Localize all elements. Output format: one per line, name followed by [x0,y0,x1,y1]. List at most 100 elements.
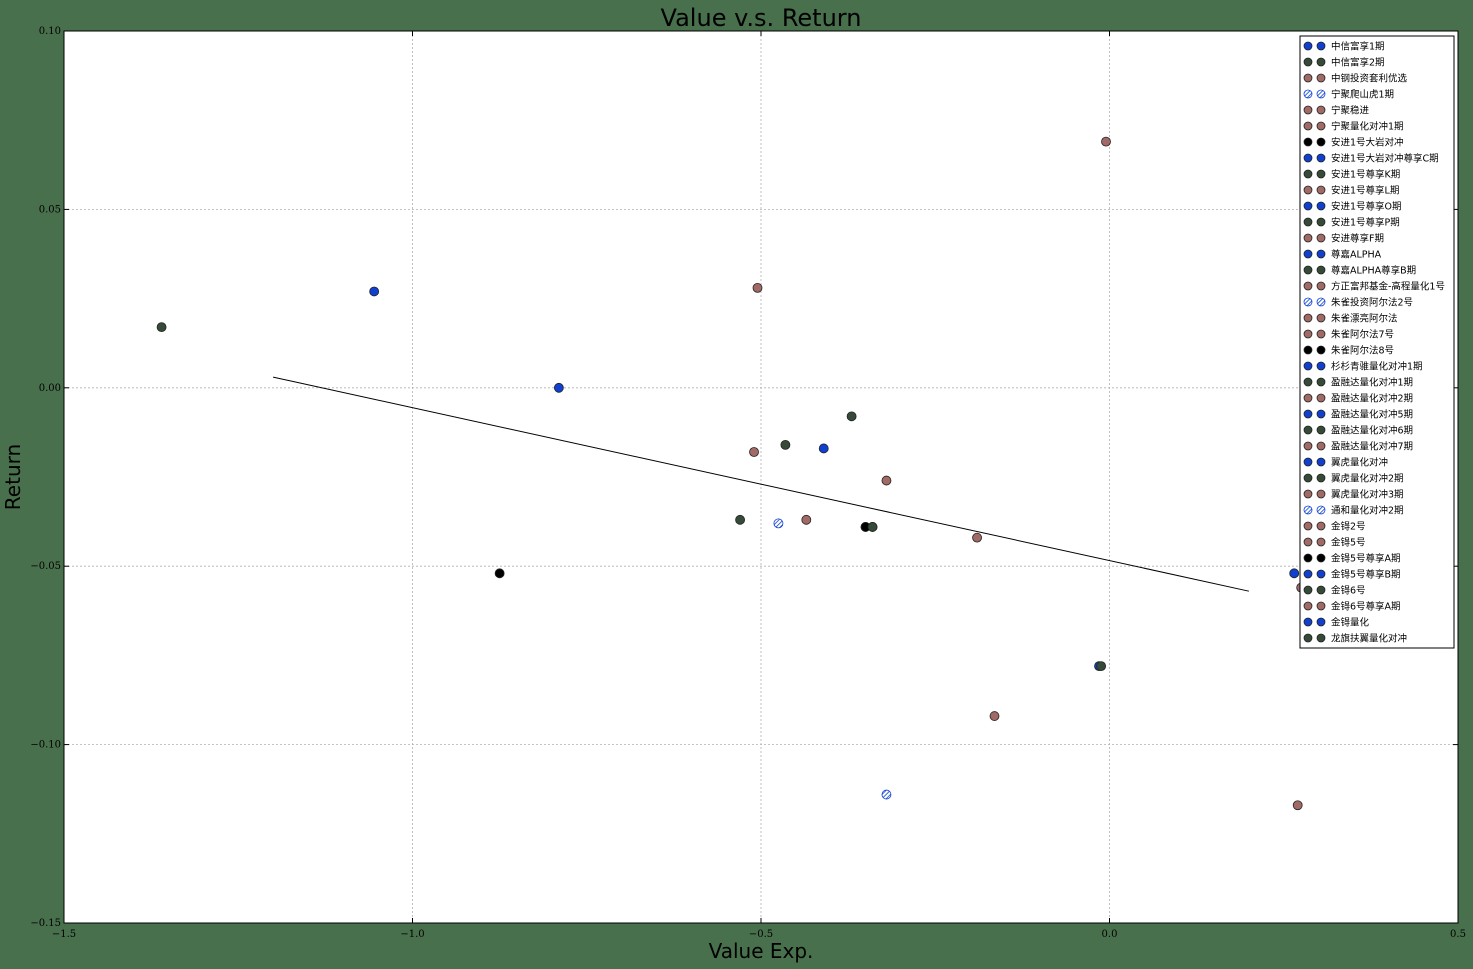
legend-marker [1303,89,1313,99]
legend-marker [1303,185,1313,195]
legend-label: 安进1号尊享K期 [1331,169,1400,181]
y-tick-label: −0.05 [30,561,61,572]
data-point [1101,136,1111,147]
y-tick-label: 0.10 [39,26,61,37]
legend-marker [1316,105,1326,115]
legend-marker [1303,201,1313,211]
legend-marker [1303,73,1313,83]
legend-marker [1316,313,1326,323]
data-point [989,711,1000,721]
legend-marker [1316,537,1326,547]
legend-marker [1316,473,1326,483]
y-tick-label: −0.10 [30,740,61,751]
legend: 中信富享1期中信富享2期中钢投资套利优选宁聚爬山虎1期宁聚稳进宁聚量化对冲1期安… [1299,35,1455,649]
x-tick-label: 0.0 [1102,929,1118,940]
legend-label: 龙旗扶翼量化对冲 [1331,633,1407,645]
legend-label: 翼虎量化对冲3期 [1331,489,1404,501]
legend-box [1299,35,1455,649]
legend-marker [1303,601,1313,611]
data-point [156,322,167,333]
data-points [156,136,1307,811]
legend-label: 安进1号大岩对冲 [1331,137,1404,149]
legend-marker [1303,233,1313,243]
legend-label: 盈融达量化对冲1期 [1331,377,1413,389]
legend-marker [1303,153,1313,163]
legend-marker [1316,409,1326,419]
legend-label: 朱雀漂亮阿尔法 [1331,313,1398,325]
legend-marker [1316,521,1326,531]
legend-label: 盈融达量化对冲2期 [1331,393,1413,405]
legend-label: 金锝量化 [1331,617,1370,629]
legend-marker [1303,425,1313,435]
chart-title: Value v.s. Return [661,4,862,32]
legend-marker [1316,41,1326,51]
legend-marker [1303,585,1313,595]
y-tick-label: −0.15 [30,918,61,929]
legend-marker [1303,569,1313,579]
legend-label: 宁聚量化对冲1期 [1331,121,1404,133]
legend-label: 方正富邦基金-高程量化1号 [1331,281,1445,293]
regression-line-group [272,376,1250,592]
legend-label: 中信富享1期 [1331,41,1385,53]
legend-marker [1316,169,1326,179]
legend-label: 中钢投资套利优选 [1331,73,1408,85]
legend-marker [1316,553,1326,563]
legend-marker [1303,377,1313,387]
legend-marker [1303,105,1313,115]
legend-marker [1303,281,1313,291]
legend-marker [1303,41,1313,51]
legend-label: 安进1号尊享P期 [1331,217,1400,229]
legend-marker [1316,329,1326,339]
legend-marker [1303,249,1313,259]
legend-marker [1316,153,1326,163]
legend-marker [1316,185,1326,195]
legend-marker [1316,617,1326,627]
data-point [881,475,892,486]
legend-label: 朱雀投资阿尔法2号 [1331,297,1413,309]
legend-label: 宁聚爬山虎1期 [1331,89,1394,101]
legend-label: 盈融达量化对冲7期 [1331,441,1413,453]
legend-marker [1303,217,1313,227]
legend-label: 朱雀阿尔法8号 [1331,345,1394,357]
legend-marker [1316,441,1326,451]
x-tick-label: 0.5 [1450,929,1466,940]
x-tick-label: −1.0 [400,929,424,940]
legend-marker [1316,393,1326,403]
legend-marker [1316,89,1326,99]
legend-label: 尊嘉ALPHA尊享B期 [1331,265,1416,277]
legend-marker [1303,457,1313,467]
legend-marker [1303,169,1313,179]
legend-marker [1316,73,1326,83]
legend-marker [1303,441,1313,451]
legend-marker [1316,201,1326,211]
grid-lines [64,31,1458,923]
legend-marker [1316,425,1326,435]
legend-label: 尊嘉ALPHA [1331,249,1382,261]
legend-marker [1316,457,1326,467]
legend-marker [1316,297,1326,307]
legend-marker [1303,553,1313,563]
data-point [1096,661,1107,672]
legend-label: 金锝6号 [1331,585,1366,597]
legend-marker [1316,217,1326,227]
legend-marker [1303,137,1313,147]
legend-label: 盈融达量化对冲5期 [1331,409,1413,421]
legend-marker [1316,633,1326,643]
legend-marker [1303,473,1313,483]
legend-marker [1303,633,1313,643]
legend-label: 盈融达量化对冲6期 [1331,425,1413,437]
legend-marker [1316,569,1326,579]
legend-marker [1303,537,1313,547]
legend-marker [1316,601,1326,611]
legend-marker [1316,265,1326,275]
legend-label: 金锝6号尊享A期 [1331,601,1401,613]
legend-label: 宁聚稳进 [1331,105,1370,117]
legend-marker [1316,361,1326,371]
data-point [773,518,784,529]
data-point [749,447,759,457]
legend-marker [1303,329,1313,339]
legend-marker [1316,281,1326,291]
legend-label: 安进1号大岩对冲尊享C期 [1331,153,1439,165]
data-point [494,568,505,579]
